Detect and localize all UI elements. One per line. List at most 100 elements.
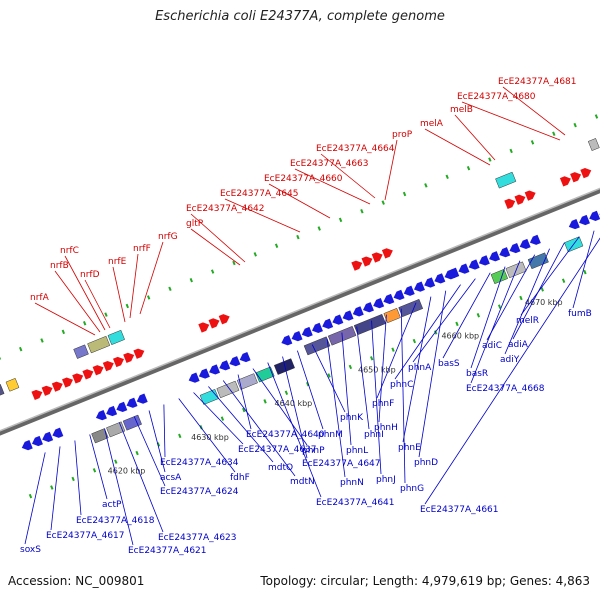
reverse-gene-leader	[356, 326, 370, 430]
reverse-gene-arrow	[95, 410, 107, 421]
reverse-gene-leader	[504, 248, 550, 355]
reverse-gene-label: EcE24377A_4661	[420, 505, 499, 515]
lower-marker-dash	[540, 287, 544, 292]
scale-tick-label: 4620 kbp	[108, 467, 146, 476]
reverse-gene-label: phnC	[390, 380, 413, 390]
reverse-gene-arrow	[291, 330, 303, 342]
forward-gene-arrow	[102, 360, 114, 372]
forward-gene-label: EcE24377A_4663	[290, 159, 369, 169]
reverse-gene-label: adiA	[508, 340, 529, 350]
gene-block	[216, 380, 240, 399]
forward-gene-arrow	[208, 318, 220, 329]
forward-gene-arrow	[72, 373, 84, 384]
reverse-gene-leader	[237, 374, 252, 430]
lower-marker-dash	[519, 295, 523, 301]
upper-marker-dash	[381, 200, 385, 205]
reverse-gene-leader	[282, 356, 308, 459]
forward-gene-leader	[424, 128, 491, 166]
reverse-gene-leader	[418, 290, 447, 458]
gene-block	[107, 329, 125, 346]
forward-gene-label: nrfB	[50, 261, 69, 271]
reverse-gene-arrow	[519, 238, 531, 250]
upper-marker-dash	[552, 131, 556, 136]
forward-gene-arrow	[580, 168, 592, 179]
reverse-gene-label: fdhF	[230, 473, 250, 483]
reverse-gene-label: EcE24377A_4637	[238, 445, 317, 455]
forward-gene-arrow	[504, 198, 516, 209]
reverse-gene-leader	[297, 350, 324, 430]
lower-marker-dash	[71, 476, 75, 482]
scale-tick-label: 4660 kbp	[441, 332, 479, 341]
reverse-gene-arrow	[362, 302, 374, 313]
lower-marker-dash	[348, 364, 353, 370]
reverse-gene-label: phnG	[400, 484, 424, 494]
reverse-gene-label: phnA	[408, 363, 432, 373]
lower-marker-dash	[92, 468, 97, 473]
forward-gene-arrow	[514, 194, 526, 205]
lower-marker-dash	[284, 390, 289, 395]
reverse-gene-arrow	[448, 267, 460, 278]
lower-marker-dash	[242, 407, 246, 413]
map-title: Escherichia coli E24377A, complete genom…	[155, 9, 445, 24]
forward-gene-label: gltP	[186, 219, 204, 229]
forward-gene-label: nrfA	[30, 293, 50, 303]
reverse-gene-leader	[572, 230, 595, 309]
gene-block	[236, 373, 258, 390]
forward-gene-arrow	[62, 377, 73, 388]
forward-gene-arrow	[381, 248, 393, 259]
reverse-gene-label: adiC	[482, 341, 502, 351]
reverse-gene-leader	[394, 284, 461, 380]
forward-gene-leader	[190, 228, 241, 266]
reverse-gene-leader	[178, 398, 236, 473]
reverse-gene-label: EcE24377A_4640	[246, 430, 325, 440]
reverse-gene-label: phnE	[398, 443, 421, 453]
reverse-gene-label: phnI	[364, 430, 384, 440]
upper-marker-dash	[232, 260, 236, 266]
lower-marker-dash	[50, 485, 54, 490]
reverse-gene-label: phnP	[302, 446, 325, 456]
gene-block	[495, 171, 517, 189]
scale-tick-label: 4640 kbp	[275, 399, 313, 408]
forward-gene-arrow	[92, 365, 104, 376]
reverse-gene-leader	[163, 404, 166, 458]
reverse-gene-leader	[371, 320, 382, 475]
reverse-gene-label: EcE24377A_4647	[302, 459, 381, 469]
gene-block	[255, 366, 275, 383]
scale-tick-label: 4650 kbp	[358, 365, 396, 374]
forward-gene-leader	[54, 270, 101, 333]
gene-block	[122, 414, 142, 431]
lower-marker-dash	[412, 338, 417, 344]
reverse-gene-label: actP	[102, 500, 122, 510]
upper-marker-dash	[360, 209, 364, 214]
reverse-gene-arrow	[52, 427, 64, 438]
reverse-gene-leader	[376, 302, 417, 399]
gene-block	[527, 252, 549, 270]
reverse-gene-arrow	[198, 368, 210, 379]
reverse-gene-arrow	[568, 218, 580, 230]
reverse-gene-leader	[148, 410, 166, 473]
reverse-gene-arrow	[188, 372, 200, 383]
reverse-gene-leader	[193, 392, 244, 445]
forward-gene-leader	[384, 139, 398, 201]
reverse-gene-leader	[424, 237, 600, 505]
reverse-gene-leader	[412, 278, 476, 363]
reverse-gene-leader	[341, 332, 352, 446]
upper-marker-dash	[19, 346, 23, 352]
accession-text: Accession: NC_009801	[8, 574, 145, 588]
reverse-gene-leader	[267, 362, 322, 498]
reverse-gene-leader	[402, 296, 432, 443]
reverse-gene-label: phnN	[340, 478, 364, 488]
upper-marker-dash	[530, 140, 535, 145]
reverse-gene-arrow	[413, 281, 425, 292]
forward-gene-label: nrfE	[108, 257, 127, 267]
lower-marker-dash	[220, 416, 225, 421]
lower-marker-dash	[156, 442, 161, 447]
reverse-gene-label: phnH	[374, 423, 398, 433]
reverse-gene-leader	[442, 272, 491, 359]
forward-gene-leader	[84, 279, 111, 329]
forward-gene-label: EcE24377A_4660	[264, 174, 343, 184]
reverse-gene-leader	[311, 344, 346, 413]
reverse-gene-arrow	[106, 405, 118, 417]
scale-tick-label: 4630 kbp	[191, 433, 229, 442]
